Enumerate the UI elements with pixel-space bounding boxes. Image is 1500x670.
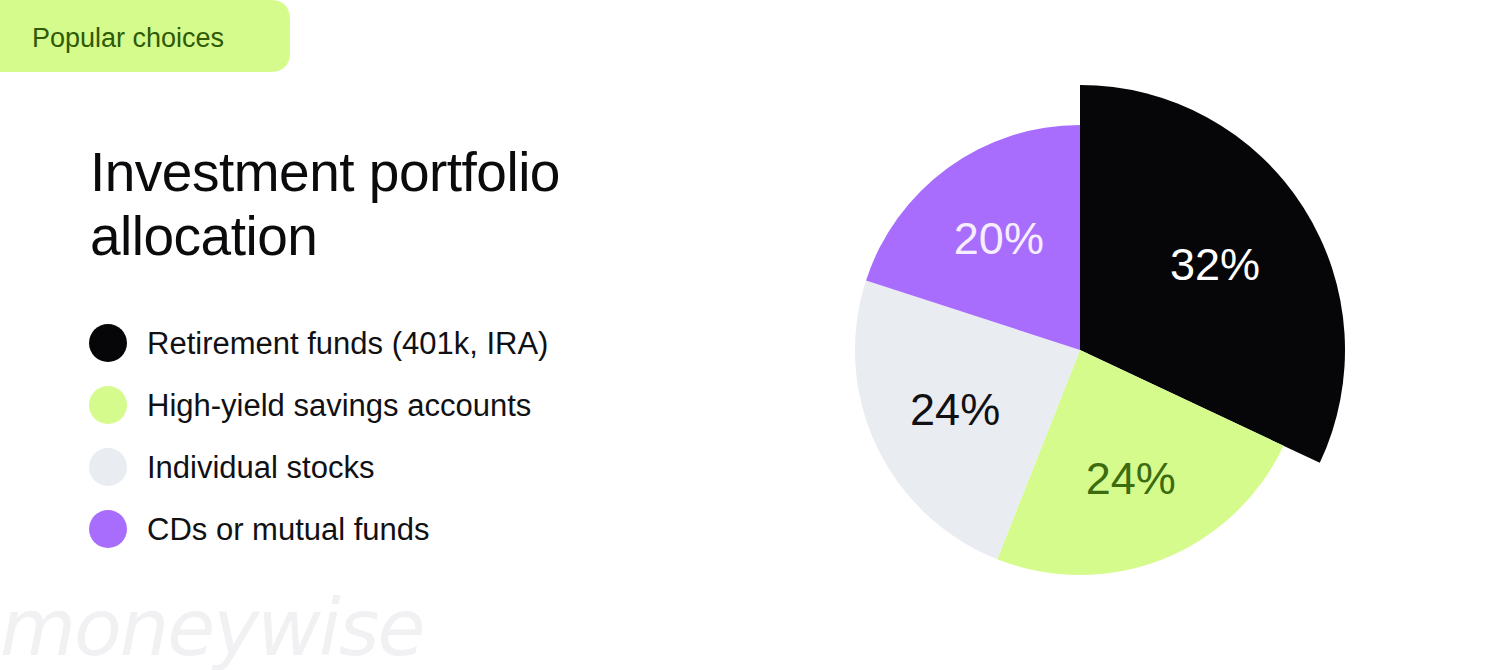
badge-bg (0, 0, 290, 72)
chart-title: Investment portfolio allocation (90, 140, 690, 268)
data-label: 24% (1086, 453, 1176, 504)
data-label: 32% (1170, 239, 1260, 290)
legend-label: Individual stocks (147, 450, 374, 485)
data-labels: 32% 24% 24% 20% (910, 213, 1260, 504)
pie-slice (866, 125, 1080, 350)
legend-swatch (89, 386, 127, 424)
legend-swatch (89, 448, 127, 486)
chart-canvas: moneywise Popular choices Retirement funds… (0, 0, 1500, 670)
legend-swatch (89, 510, 127, 548)
legend-swatch (89, 324, 127, 362)
legend-label: Retirement funds (401k, IRA) (147, 326, 548, 361)
pie (855, 85, 1345, 575)
watermark: moneywise (0, 583, 423, 670)
badge-text: Popular choices (32, 23, 224, 53)
legend-label: CDs or mutual funds (147, 512, 430, 547)
data-label: 24% (910, 384, 1000, 435)
data-label: 20% (954, 213, 1044, 264)
legend-label: High-yield savings accounts (147, 388, 531, 423)
